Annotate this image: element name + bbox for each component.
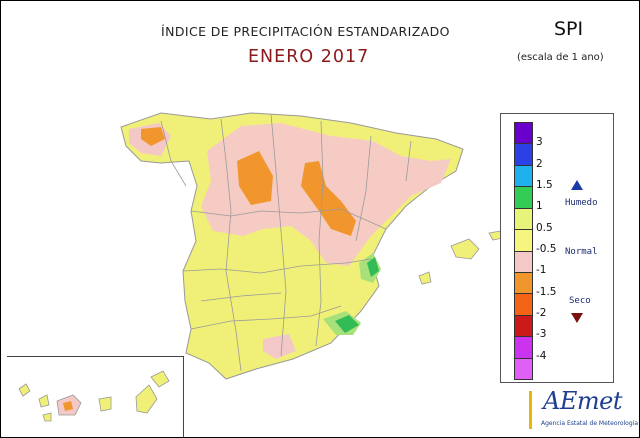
legend-swatch: [515, 272, 532, 295]
aemet-logo: AEmet Agencia Estatal de Meteorología: [529, 385, 638, 433]
legend-swatch: [515, 294, 532, 316]
legend-swatch: [515, 187, 532, 209]
legend-swatch: [515, 230, 532, 252]
legend-tick-label: -1.5: [536, 285, 557, 298]
logo-agency: Agencia Estatal de Meteorología: [541, 420, 638, 427]
legend-tick-label: 0.5: [536, 221, 553, 234]
legend-swatch: [515, 337, 532, 359]
mallorca: [450, 238, 480, 260]
dry-label: Seco: [569, 296, 591, 306]
legend-tick-label: -1: [536, 264, 547, 277]
legend-swatch: [515, 144, 532, 166]
wet-zone-murcia-core: [335, 315, 359, 333]
humid-marker-icon: [571, 180, 583, 190]
very-dry-zone-galicia: [141, 127, 165, 146]
index-name: SPI: [554, 18, 584, 40]
legend-swatch: [515, 165, 532, 188]
humid-label: Humedo: [565, 198, 598, 208]
legend-tick-label: -4: [536, 349, 547, 362]
legend-swatch: [515, 208, 532, 231]
scale-note: (escala de 1 ano): [517, 52, 604, 63]
legend-swatch: [515, 358, 532, 380]
legend-tick-label: 2: [536, 157, 543, 170]
legend-tick-label: 1.5: [536, 179, 553, 191]
very-dry-zone-a: [237, 151, 273, 205]
legend-tick-label: -3: [536, 328, 547, 341]
logo-accent: [529, 391, 532, 429]
legend-tick-label: 3: [536, 136, 543, 149]
legend-tick-label: -0.5: [536, 243, 557, 255]
legend-tick-label: 1: [536, 200, 543, 213]
canary-inset-frame: [7, 356, 184, 437]
dry-zone-south: [263, 334, 296, 359]
logo-name: AEmet: [543, 387, 622, 415]
wet-zone-valencia-core: [367, 257, 379, 277]
legend-swatch: [515, 123, 532, 145]
map-title: ÍNDICE DE PRECIPITACIÓN ESTANDARIZADO: [161, 24, 450, 39]
legend-colorbar: [514, 122, 533, 380]
legend-swatch: [515, 251, 532, 273]
very-dry-zone-b: [301, 161, 356, 236]
canary-islands: [18, 370, 170, 422]
province-borders: [160, 113, 412, 372]
dry-marker-icon: [571, 313, 583, 323]
ibiza: [418, 271, 432, 285]
normal-label: Normal: [565, 247, 598, 257]
legend-tick-label: -2: [536, 307, 547, 319]
legend: 3 2 1.5 1 0.5 -0.5 -1 -1.5 -2 -3 -4 Humedo Normal …: [500, 113, 614, 383]
map-subtitle: ENERO 2017: [248, 47, 370, 67]
legend-swatch: [515, 315, 532, 338]
